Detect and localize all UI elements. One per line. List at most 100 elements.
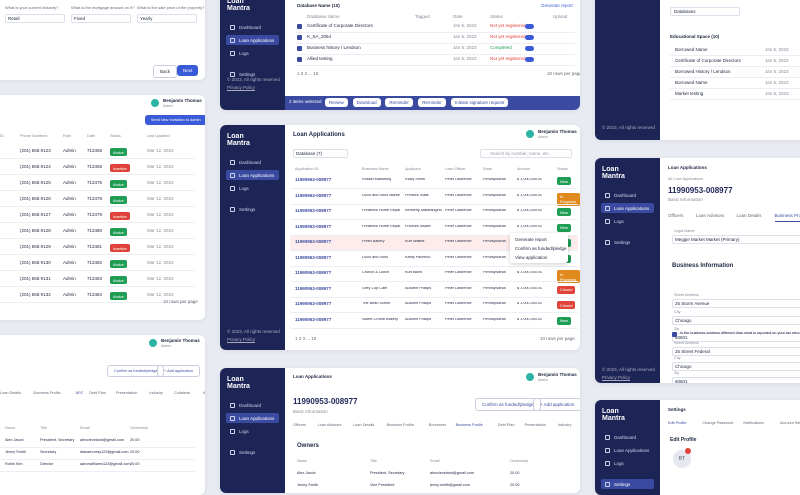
application-id: 11990953-008977 — [295, 302, 331, 307]
tab: Loan Details — [0, 392, 21, 396]
cell: Fredrick Vlaan — [405, 194, 429, 198]
column-header: Email — [80, 427, 90, 431]
filter: Database Name (10) — [297, 4, 340, 9]
menu-item[interactable]: View application — [515, 256, 547, 261]
action-button[interactable]: Review — [325, 98, 348, 107]
nav-item[interactable]: Settings — [601, 479, 654, 489]
field-value: 60601 — [675, 380, 688, 384]
nav-item[interactable]: Loan Applications — [226, 413, 279, 423]
cell: $ 1,000,000.00 — [517, 194, 542, 198]
add-button[interactable]: + Add application — [533, 398, 580, 411]
nav-label: Loan Applications — [614, 206, 654, 211]
code: 713478 — [87, 197, 102, 202]
nav-item[interactable]: Dashboard — [601, 190, 654, 200]
nav-icon — [605, 435, 610, 440]
nav-item[interactable]: Dashboard — [601, 432, 654, 442]
nav-item[interactable]: Settings — [226, 204, 279, 214]
tab: Presentation — [116, 392, 137, 396]
row-checkbox[interactable] — [297, 57, 302, 62]
cell: Pennsylvania — [483, 318, 506, 322]
tab: Officers — [293, 424, 306, 428]
toggle[interactable] — [525, 57, 534, 62]
action-button[interactable]: Reminder — [385, 98, 413, 107]
cell: alexcleveland@gmail.com — [80, 439, 124, 443]
selected-count: 2 items selected — [289, 100, 322, 105]
action-button[interactable]: Reminder — [418, 98, 446, 107]
status-badge: Active — [110, 180, 127, 188]
cell: Autumn Phillips — [405, 318, 431, 322]
nav-icon — [605, 219, 610, 224]
back-button[interactable]: Back — [153, 65, 177, 78]
cell: Peter Lawrence — [445, 287, 472, 291]
nav-item[interactable]: Logs — [226, 426, 279, 436]
divider — [295, 43, 575, 44]
next-button[interactable]: Next — [177, 65, 198, 76]
nav-item[interactable]: Logs — [226, 48, 279, 58]
row-date: Jan 5, 2023 — [765, 59, 789, 64]
nav-icon — [605, 448, 610, 453]
document-date: Jan 5, 2023 — [453, 46, 477, 51]
column-header: Role — [63, 135, 71, 139]
status-badge: Inactive — [110, 244, 130, 252]
nav-item[interactable]: Loan Applications — [601, 445, 654, 455]
updated: Mar 12, 2023 — [147, 245, 174, 250]
nav-item[interactable]: Logs — [601, 458, 654, 468]
cell: Vice President — [370, 484, 394, 488]
toggle[interactable] — [525, 24, 534, 29]
cell: Lucio and Sons — [362, 256, 388, 260]
nav-item[interactable]: Settings — [226, 447, 279, 457]
row-checkbox[interactable] — [297, 24, 302, 29]
nav-item[interactable]: Dashboard — [226, 400, 279, 410]
divider — [0, 471, 195, 472]
nav-item[interactable]: Logs — [226, 183, 279, 193]
action-button[interactable]: Initiate signature request — [451, 98, 508, 107]
status-badge: New — [557, 317, 571, 325]
avatar — [525, 372, 535, 382]
confirm-button[interactable]: Confirm as funded/pledge — [107, 365, 164, 377]
action-button[interactable]: Download — [353, 98, 381, 107]
field-value: Meggie Market Market (Primary) — [675, 238, 740, 243]
code: 713480 — [87, 229, 102, 234]
phone: (201) 555-0132 — [20, 293, 51, 298]
nav-item[interactable]: Dashboard — [226, 22, 279, 32]
menu-item[interactable]: Generate report — [515, 238, 547, 243]
nav-item[interactable]: Settings — [601, 237, 654, 247]
field-label: What is the mortgage amount on it? — [71, 6, 134, 10]
add-button[interactable]: + Add application — [157, 365, 200, 377]
confirm-button[interactable]: Confirm as funded/pledge — [475, 398, 541, 411]
tab: Business Profile — [387, 424, 414, 428]
nav-item[interactable]: Dashboard — [226, 157, 279, 167]
column-header: Amount — [517, 168, 530, 172]
status-badge: Closed — [557, 286, 575, 294]
divider — [0, 459, 195, 460]
per-page: 10 rows per page — [163, 300, 198, 305]
cell: 20.00 — [130, 439, 140, 443]
cell: $ 1,000,000.00 — [517, 209, 542, 213]
code: 713479 — [87, 213, 102, 218]
toggle[interactable] — [525, 46, 534, 51]
code: 713456 — [87, 165, 102, 170]
nav-item[interactable]: Loan Applications — [601, 203, 654, 213]
row-name: Market testing — [675, 92, 703, 97]
tab: Loan Details — [737, 214, 762, 219]
divider — [670, 77, 800, 78]
cell: Peter Lawrence — [445, 256, 472, 260]
invite-button[interactable]: Send New Invitation to Admin — [145, 115, 205, 125]
toggle[interactable] — [525, 35, 534, 40]
cell: Rossel Marketing — [362, 178, 391, 182]
column-header: Name — [5, 427, 15, 431]
row-checkbox[interactable] — [297, 35, 302, 40]
nav-item[interactable]: Logs — [601, 216, 654, 226]
document-name: K_SA_2064 — [307, 35, 331, 40]
nav-item[interactable]: Loan Applications — [226, 170, 279, 180]
nav-icon — [230, 72, 235, 77]
menu-item[interactable]: Confirm as funded/pledge — [515, 247, 567, 252]
checkbox[interactable] — [672, 332, 677, 337]
user-name: Benjamin Thomas — [538, 373, 577, 378]
row-checkbox[interactable] — [297, 46, 302, 51]
pager: 1 2 3 ... 10 — [297, 72, 318, 77]
cell: Peter Lawrence — [445, 271, 472, 275]
nav-item[interactable]: Loan Applications — [226, 35, 279, 45]
